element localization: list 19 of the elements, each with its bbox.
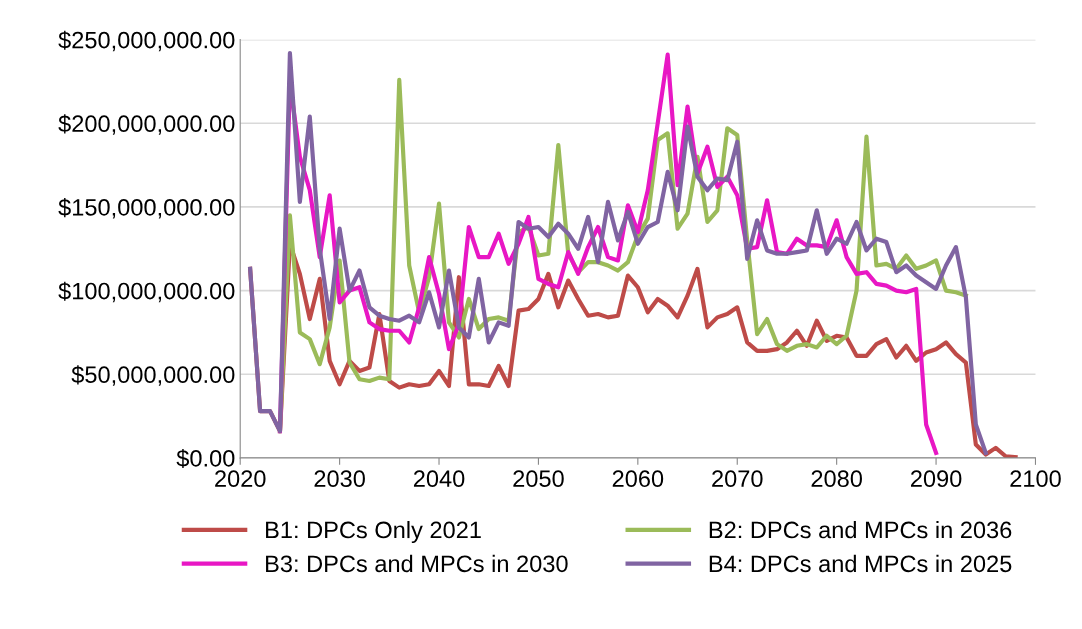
y-tick-label: $100,000,000.00 — [58, 281, 235, 303]
x-tick-label: 2080 — [811, 470, 862, 488]
x-tick-label: 2070 — [712, 470, 763, 488]
x-tick-label: 2040 — [413, 470, 465, 488]
x-tick-label: 2050 — [513, 470, 564, 488]
y-tick-label: $200,000,000.00 — [58, 114, 235, 135]
y-tick-label: $250,000,000.00 — [58, 30, 235, 52]
y-tick-label: $150,000,000.00 — [58, 198, 235, 219]
x-tick-label: 2020 — [215, 470, 266, 488]
x-tick-label: 2090 — [910, 470, 962, 488]
legend-label: B1: DPCs Only 2021 — [266, 520, 481, 543]
x-tick-label: 2100 — [1010, 470, 1061, 488]
legend-label: B2: DPCs and MPCs in 2036 — [709, 520, 1012, 539]
x-tick-label: 2030 — [314, 470, 365, 488]
legend-label: B4: DPCs and MPCs in 2025 — [709, 554, 1012, 573]
legend-label: B3: DPCs and MPCs in 2030 — [266, 554, 568, 573]
y-tick-label: $50,000,000.00 — [71, 365, 235, 386]
y-tick-label: $0.00 — [176, 448, 235, 469]
x-tick-label: 2060 — [612, 470, 664, 488]
